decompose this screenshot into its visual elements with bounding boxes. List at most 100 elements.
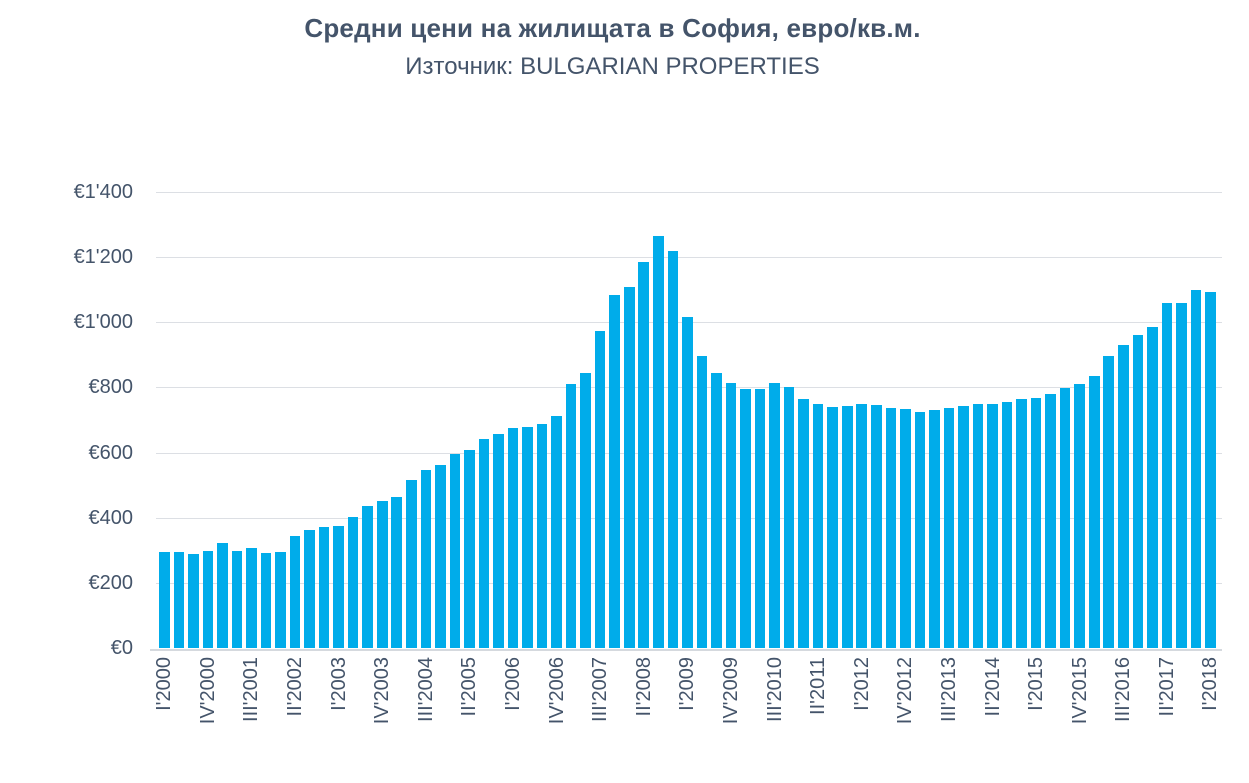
bar [260,552,272,648]
y-axis-tick-label: €1'000 [73,311,133,334]
y-axis-tick-label: €600 [88,441,134,464]
bar [885,407,897,648]
bar [740,388,751,648]
x-axis-tick-label: III'2007 [589,657,612,722]
bar [376,500,388,648]
bar [1147,326,1158,648]
bar [391,496,403,648]
chart-title: Средни цени на жилищата в София, евро/кв… [304,13,921,43]
bar [929,410,940,648]
bar [870,405,882,648]
bar [783,387,795,648]
bar [1088,376,1100,648]
bar [1205,291,1216,648]
bar [202,551,214,648]
bar [711,373,722,648]
chart-subtitle: Източник: BULGARIAN PROPERTIES [405,53,820,80]
bar [318,527,330,648]
bar [217,543,228,648]
bar [1030,397,1042,648]
bar [464,449,475,648]
x-axis-tick-label: I'2003 [327,657,350,711]
bar [1176,302,1187,648]
x-axis-tick-label: II'2002 [284,657,307,717]
bar [827,406,838,648]
bar [173,552,185,648]
bar [769,382,780,648]
bar [1059,388,1071,648]
bar [347,517,359,648]
bar [1103,355,1115,648]
bar [798,399,809,648]
bar [362,505,373,648]
bar [1132,334,1144,648]
bar [1016,399,1027,648]
bar [1190,290,1202,648]
bar [275,551,286,648]
x-axis-tick-label: IV'2015 [1068,657,1091,725]
bar [900,408,911,648]
bar [1161,302,1173,648]
bar [594,331,606,648]
x-axis-tick-label: III'2013 [937,657,960,722]
x-axis-tick-label: II'2017 [1155,657,1178,717]
bar [972,404,984,648]
y-axis-tick-label: €800 [88,376,134,399]
x-axis-tick-label: I'2000 [153,657,176,711]
y-axis-tick-label: €1'200 [73,246,133,269]
x-axis-tick-label: III'2004 [414,657,437,722]
bar [565,383,577,648]
bar [406,479,417,648]
bar [333,526,344,648]
y-axis-tick-label: €200 [88,571,134,594]
bar [638,261,650,648]
x-axis-tick-label: III'2001 [240,657,263,722]
y-axis-tick-label: €1'400 [73,181,133,203]
bar [435,465,446,648]
bar [914,411,926,648]
gridline [156,192,1222,193]
bar [653,235,664,648]
x-axis-tick-label: I'2006 [502,657,525,711]
bar [246,548,257,648]
y-axis-tick-label: €400 [88,506,134,529]
bar [682,317,693,648]
x-axis-tick-label: II'2014 [981,657,1004,717]
bar [580,373,591,648]
x-axis-tick-label: III'2016 [1112,657,1135,722]
x-axis-tick-label: II'2011 [807,657,830,715]
y-axis-tick-label: €0 [110,637,133,659]
bar [1001,402,1013,648]
x-axis-tick-label: IV'2009 [719,657,742,725]
bar [958,405,969,648]
x-axis-tick-label: IV'2006 [545,657,568,725]
bar [841,405,853,648]
bar [231,551,243,648]
bar [449,453,461,648]
bar [289,535,301,648]
x-axis-tick-label: I'2012 [850,657,873,711]
x-axis-line [150,649,1222,651]
bar [754,389,766,648]
x-axis-tick-label: II'2005 [458,657,481,717]
bar [536,424,548,648]
bar [696,356,708,648]
bar [1074,383,1085,648]
bar [812,403,824,648]
x-axis-tick-label: I'2009 [676,657,699,711]
bar [725,383,737,648]
bar [667,250,679,648]
x-axis-tick-label: I'2018 [1199,657,1222,711]
bar [1117,345,1129,648]
bar [507,428,519,648]
x-axis-tick-label: IV'2012 [894,657,917,725]
x-axis-tick-label: IV'2003 [371,657,394,725]
bar [551,416,562,648]
bar [420,470,432,648]
bar [478,438,490,648]
bar [623,287,635,648]
x-axis-tick-label: III'2010 [763,657,786,722]
bar [987,403,998,648]
